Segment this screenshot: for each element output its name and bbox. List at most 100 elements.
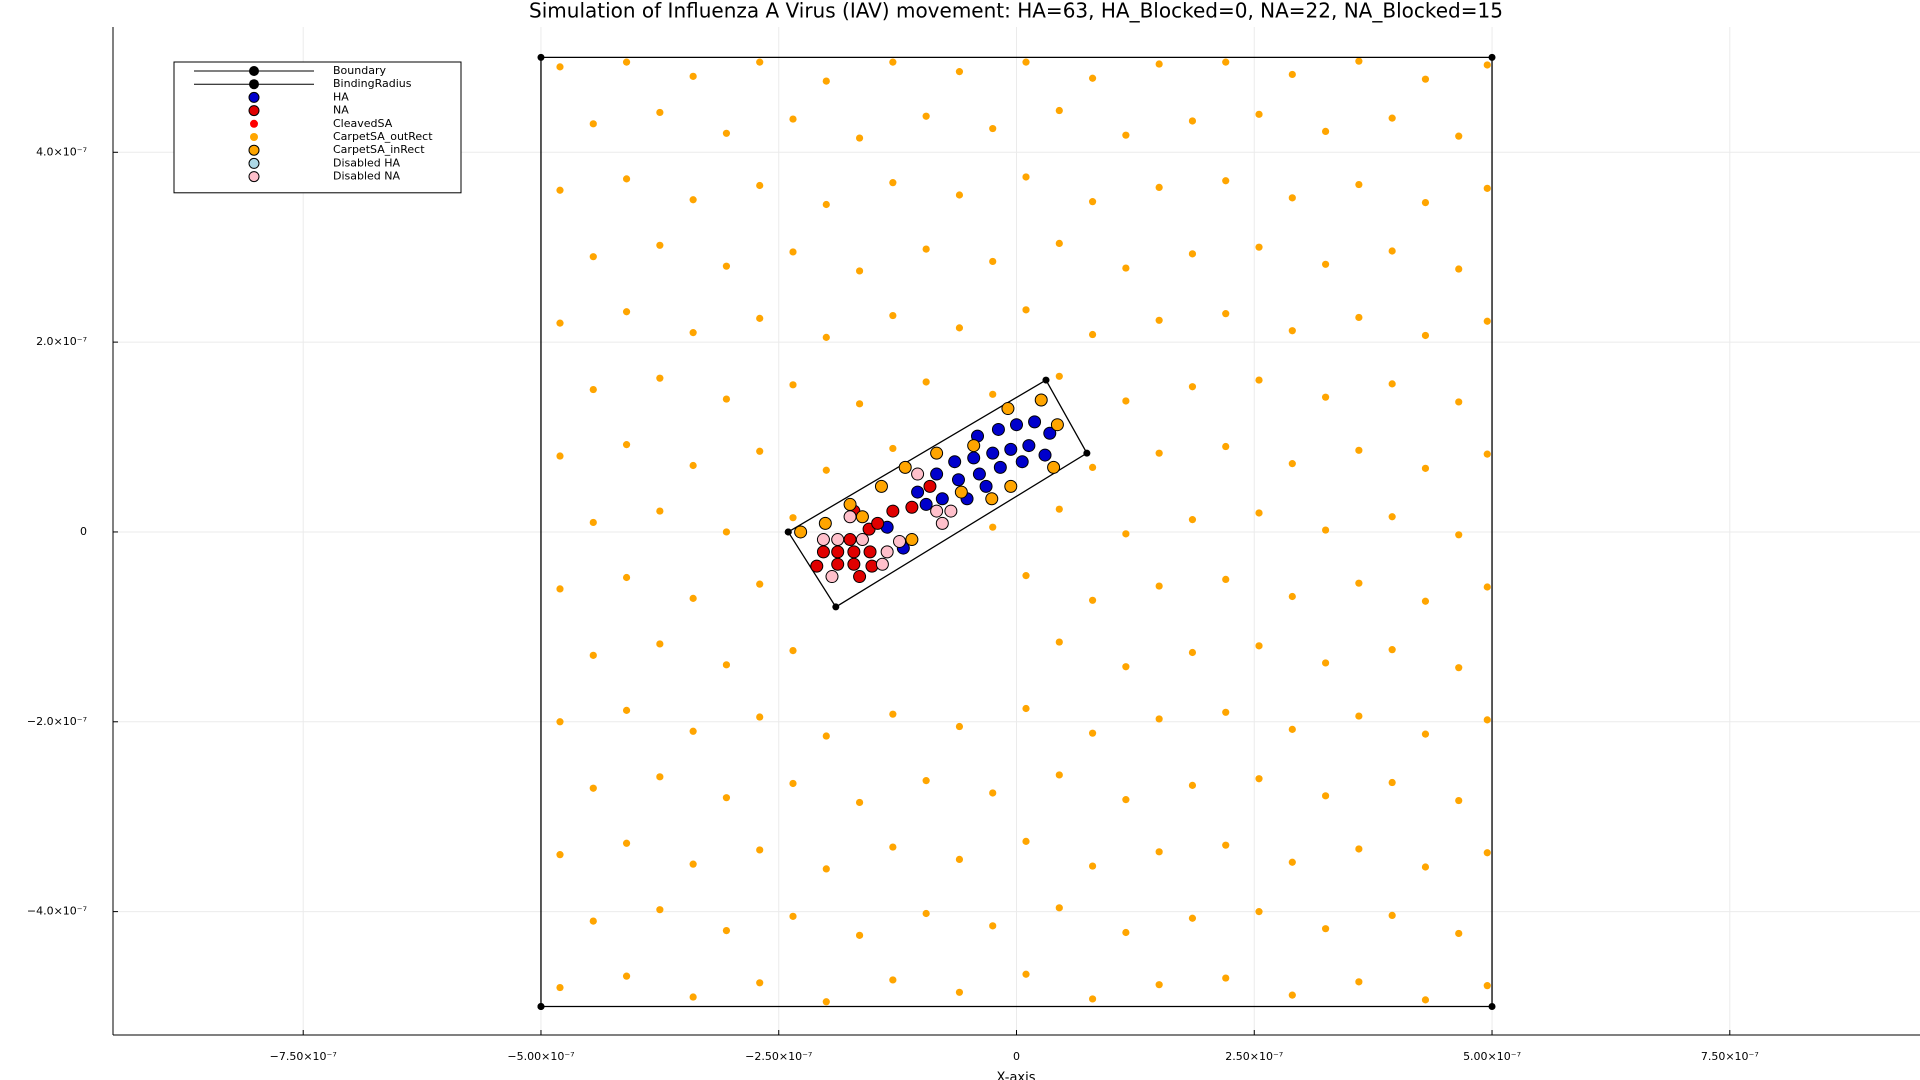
point	[1483, 982, 1491, 990]
point	[1050, 418, 1064, 432]
point	[886, 504, 900, 518]
point	[889, 444, 897, 453]
point	[1455, 265, 1463, 273]
point	[818, 516, 832, 530]
point	[1122, 663, 1130, 671]
legend-label: CarpetSA_inRect	[333, 143, 425, 156]
y-tick-label: −2.0×10⁻⁷	[27, 715, 87, 728]
legend-marker	[248, 157, 260, 169]
point	[722, 395, 731, 403]
point	[905, 500, 919, 514]
point	[1038, 448, 1052, 462]
point	[1155, 316, 1163, 324]
point	[1088, 463, 1097, 472]
vertex-marker	[784, 528, 792, 536]
point	[1388, 114, 1396, 122]
point	[1122, 397, 1130, 405]
point	[1222, 58, 1230, 66]
point	[930, 467, 944, 481]
point	[955, 855, 964, 864]
legend-label: CarpetSA_outRect	[333, 130, 433, 143]
point	[589, 253, 597, 261]
point	[855, 400, 864, 408]
point	[1288, 858, 1296, 866]
point	[1004, 442, 1018, 456]
point	[1022, 306, 1030, 314]
point	[1222, 708, 1230, 716]
point	[1455, 132, 1463, 140]
point	[1155, 848, 1163, 856]
x-tick-label: 2.50×10⁻⁷	[1225, 1050, 1283, 1063]
point	[789, 115, 797, 123]
point	[855, 267, 864, 275]
point	[1055, 505, 1063, 513]
point	[656, 640, 664, 648]
point	[1421, 996, 1430, 1004]
point	[1188, 781, 1197, 789]
point	[1122, 796, 1130, 804]
point	[1047, 460, 1061, 474]
point	[930, 504, 944, 518]
point	[1388, 911, 1396, 920]
point	[1222, 974, 1230, 982]
point	[1255, 509, 1263, 517]
point	[722, 926, 731, 935]
point	[1055, 372, 1063, 380]
legend-marker	[248, 171, 260, 183]
vertex-marker	[1488, 1003, 1496, 1011]
point	[853, 570, 867, 584]
point	[1388, 646, 1396, 654]
point	[656, 241, 664, 249]
legend-marker	[250, 119, 258, 128]
point	[1022, 704, 1030, 713]
point	[1321, 925, 1330, 933]
point	[922, 378, 930, 386]
point	[1421, 597, 1430, 605]
point	[1155, 981, 1163, 989]
point	[756, 58, 764, 66]
point	[911, 467, 925, 481]
chart-title: Simulation of Influenza A Virus (IAV) mo…	[529, 0, 1503, 23]
legend-marker	[248, 91, 260, 103]
point	[1321, 659, 1330, 667]
point	[955, 68, 964, 76]
point	[1022, 572, 1030, 580]
x-tick-label: −7.50×10⁻⁷	[270, 1050, 337, 1063]
point	[756, 979, 764, 987]
point	[1022, 970, 1030, 978]
legend-marker	[250, 133, 258, 141]
point	[993, 460, 1007, 474]
point	[1055, 638, 1063, 646]
point	[1155, 183, 1163, 192]
point	[1255, 908, 1263, 916]
point	[1010, 418, 1023, 432]
point	[656, 773, 664, 781]
point	[989, 922, 997, 930]
point	[656, 108, 664, 117]
point	[967, 439, 981, 453]
point	[898, 460, 912, 474]
point	[1455, 664, 1463, 672]
point	[847, 557, 861, 571]
point	[689, 329, 697, 337]
point	[1015, 455, 1029, 469]
point	[1222, 310, 1230, 318]
point	[911, 485, 925, 499]
point	[1288, 725, 1296, 733]
point	[1288, 194, 1296, 202]
point	[556, 585, 564, 593]
y-tick-label: 2.0×10⁻⁷	[36, 335, 87, 348]
point	[689, 72, 697, 80]
legend-marker	[248, 144, 260, 156]
point	[756, 314, 764, 322]
point	[889, 843, 897, 851]
point	[1088, 596, 1097, 604]
point	[822, 77, 830, 85]
x-axis-label: X-axis	[997, 1071, 1036, 1080]
point	[1388, 247, 1396, 255]
point	[689, 461, 697, 470]
point	[889, 976, 897, 984]
point	[589, 784, 597, 792]
point	[1355, 180, 1363, 189]
point	[1055, 904, 1063, 912]
